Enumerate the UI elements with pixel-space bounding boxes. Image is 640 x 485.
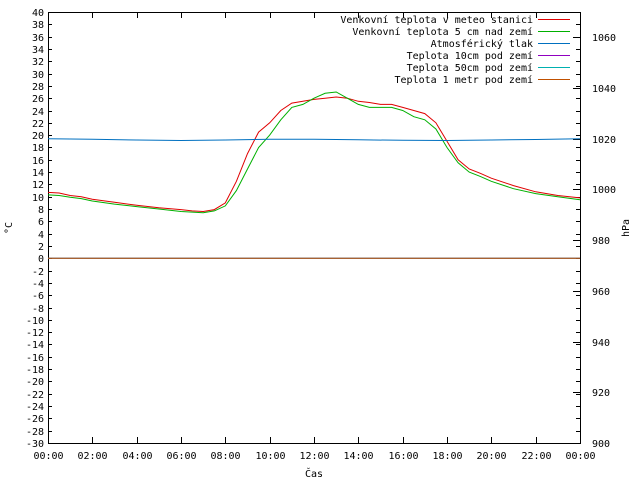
legend-label: Venkovní teplota 5 cm nad zemí bbox=[352, 26, 533, 38]
left-tick-label: 24 bbox=[32, 107, 44, 118]
series-line-1 bbox=[47, 96, 581, 213]
right-tick-label: 1040 bbox=[592, 84, 616, 95]
y-axis-label-right: hPa bbox=[621, 219, 632, 237]
left-tick-label: 38 bbox=[32, 20, 44, 31]
left-tick-label: 6 bbox=[38, 217, 44, 228]
x-tick-label: 20:00 bbox=[476, 451, 506, 462]
left-tick-label: -28 bbox=[26, 427, 44, 438]
x-tick-label: 22:00 bbox=[521, 451, 551, 462]
left-tick-label: 36 bbox=[32, 33, 44, 44]
x-tick-label: 18:00 bbox=[432, 451, 462, 462]
left-tick-label: -20 bbox=[26, 377, 44, 388]
right-tick-label: 1000 bbox=[592, 185, 616, 196]
right-tick-label: 960 bbox=[592, 287, 610, 298]
left-tick-label: 10 bbox=[32, 193, 44, 204]
left-tick-label: -18 bbox=[26, 365, 44, 376]
left-tick-label: -30 bbox=[26, 439, 44, 450]
x-axis: 00:00 02:00 04:00 06:00 08:00 10:00 12:00 14:00… bbox=[33, 12, 596, 462]
left-tick-label: -2 bbox=[32, 267, 44, 278]
series-line-2 bbox=[47, 91, 581, 214]
left-tick-label: -14 bbox=[26, 340, 44, 351]
x-tick-label: 00:00 bbox=[33, 451, 63, 462]
left-tick-label: 40 bbox=[32, 8, 44, 19]
left-tick-label: -26 bbox=[26, 414, 44, 425]
legend-label: Atmosférický tlak bbox=[431, 38, 533, 50]
x-tick-label: 16:00 bbox=[388, 451, 418, 462]
legend-label: Teplota 10cm pod zemí bbox=[407, 50, 533, 62]
left-axis: -30-28-26-24-22-20-18-16-14-12-10-8-6-4-… bbox=[26, 8, 580, 450]
right-tick-label: 1060 bbox=[592, 33, 616, 44]
left-tick-label: 12 bbox=[32, 180, 44, 191]
left-tick-label: -12 bbox=[26, 328, 44, 339]
right-axis: 900 920 940 960 980 1000 1020 1040 1060 bbox=[573, 33, 616, 450]
x-tick-label: 04:00 bbox=[122, 451, 152, 462]
left-tick-label: -6 bbox=[32, 291, 44, 302]
left-tick-label: 22 bbox=[32, 119, 44, 130]
x-tick-label: 02:00 bbox=[77, 451, 107, 462]
left-tick-label: 0 bbox=[38, 254, 44, 265]
x-axis-label: Čas bbox=[305, 467, 323, 480]
left-tick-label: -8 bbox=[32, 304, 44, 315]
left-tick-label: 20 bbox=[32, 131, 44, 142]
left-tick-label: -24 bbox=[26, 402, 44, 413]
left-tick-label: -10 bbox=[26, 316, 44, 327]
left-tick-label: -16 bbox=[26, 353, 44, 364]
left-tick-label: -4 bbox=[32, 279, 44, 290]
left-tick-label: 28 bbox=[32, 82, 44, 93]
right-tick-label: 980 bbox=[592, 236, 610, 247]
right-tick-label: 940 bbox=[592, 338, 610, 349]
left-tick-label: 2 bbox=[38, 242, 44, 253]
x-tick-label: 12:00 bbox=[299, 451, 329, 462]
left-tick-label: 16 bbox=[32, 156, 44, 167]
right-tick-label: 920 bbox=[592, 388, 610, 399]
series-line-3 bbox=[47, 138, 581, 142]
left-tick-label: 26 bbox=[32, 94, 44, 105]
left-tick-label: 14 bbox=[32, 168, 44, 179]
series-lines bbox=[47, 91, 581, 259]
left-tick-label: 32 bbox=[32, 57, 44, 68]
y-axis-label-left: °C bbox=[4, 222, 15, 234]
legend-label: Venkovní teplota v meteo stanici bbox=[340, 14, 533, 26]
x-tick-label: 08:00 bbox=[210, 451, 240, 462]
legend: Venkovní teplota v meteo staniciVenkovní… bbox=[340, 14, 570, 86]
left-tick-label: 4 bbox=[38, 230, 44, 241]
legend-label: Teplota 1 metr pod zemí bbox=[395, 74, 533, 86]
left-tick-label: 30 bbox=[32, 70, 44, 81]
left-tick-label: 8 bbox=[38, 205, 44, 216]
x-tick-label: 00:00 bbox=[565, 451, 595, 462]
x-tick-label: 14:00 bbox=[343, 451, 373, 462]
right-tick-label: 1020 bbox=[592, 135, 616, 146]
left-tick-label: 34 bbox=[32, 45, 44, 56]
right-tick-label: 900 bbox=[592, 439, 610, 450]
legend-label: Teplota 50cm pod zemí bbox=[407, 62, 533, 74]
left-tick-label: 18 bbox=[32, 143, 44, 154]
x-tick-label: 10:00 bbox=[255, 451, 285, 462]
left-tick-label: -22 bbox=[26, 390, 44, 401]
x-tick-label: 06:00 bbox=[166, 451, 196, 462]
